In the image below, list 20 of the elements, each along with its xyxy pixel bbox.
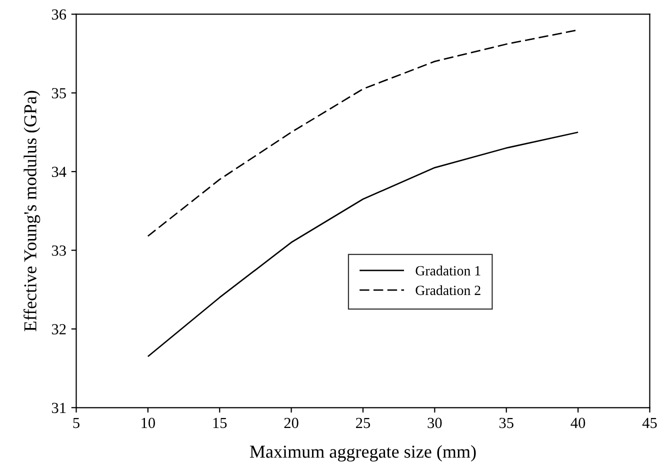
y-tick-label: 31 — [52, 402, 66, 414]
line-series — [147, 132, 579, 358]
legend-label: Gradation 1 — [416, 266, 480, 276]
y-tick-label: 34 — [52, 166, 66, 178]
x-tick-label: 30 — [428, 418, 442, 428]
y-tick-label: 33 — [52, 245, 66, 256]
y-tick-label: 35 — [52, 88, 66, 98]
x-tick-label: 40 — [570, 418, 586, 428]
y-axis-title: Effective Young's modulus (GPa) — [24, 90, 40, 332]
x-tick-label: 45 — [642, 418, 657, 428]
x-tick-label: 35 — [499, 418, 514, 428]
x-tick-label: 10 — [142, 418, 155, 428]
x-tick-label: 25 — [356, 418, 370, 428]
x-tick-label: 5 — [73, 418, 80, 428]
y-tick-label: 32 — [52, 324, 66, 334]
x-tick-label: 15 — [213, 418, 227, 428]
y-tick-label: 36 — [52, 9, 66, 20]
legend-label: Gradation 2 — [416, 285, 480, 296]
x-axis-title: Maximum aggregate size (mm) — [250, 445, 476, 462]
x-tick-label: 20 — [284, 418, 298, 428]
